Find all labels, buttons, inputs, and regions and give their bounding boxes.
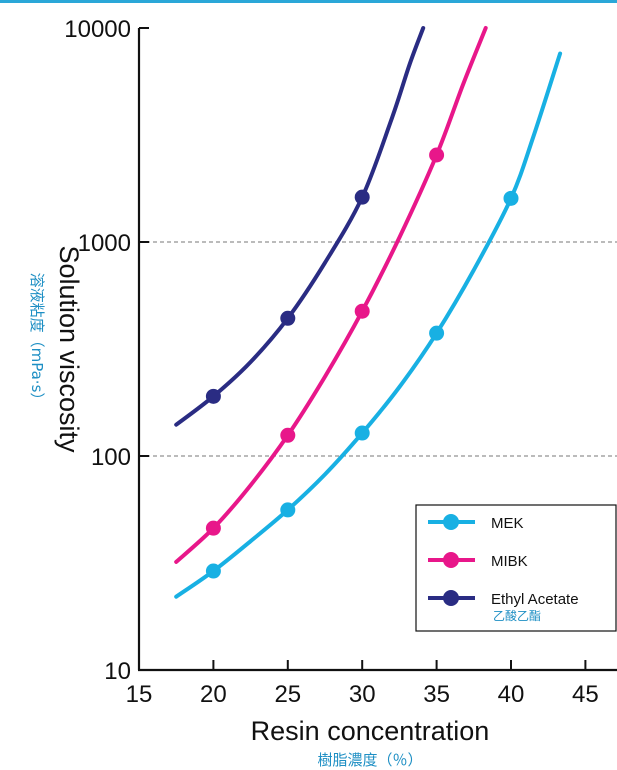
x-axis-subtitle: 樹脂濃度（％）: [317, 751, 422, 769]
top-rule: [0, 0, 617, 3]
legend-label-mibk: MIBK: [491, 553, 528, 570]
legend-marker-ethyl-acetate: [443, 590, 459, 606]
x-tick-label-35: 35: [423, 681, 450, 708]
data-point-mibk-20: [205, 520, 221, 536]
x-tick-label-15: 15: [126, 681, 153, 708]
series-curves: [174, 26, 563, 599]
data-point-mek-35: [429, 325, 445, 341]
series-points: [205, 147, 519, 579]
y-tick-label-10: 10: [104, 658, 131, 685]
data-point-mek-40: [503, 190, 519, 206]
legend-marker-mibk: [443, 552, 459, 568]
data-point-mibk-25: [280, 427, 296, 443]
series-line-mibk: [174, 26, 488, 564]
y-tick-label-100: 100: [91, 444, 131, 471]
axes: [137, 28, 617, 672]
legend-label-ethyl-acetate: Ethyl Acetate: [491, 591, 579, 608]
series-line-mek: [174, 51, 563, 599]
data-point-mibk-35: [429, 147, 445, 163]
y-axis-subtitle: 溶液粘度（mPa·s）: [28, 273, 46, 408]
x-tick-label-25: 25: [274, 681, 301, 708]
x-tick-label-20: 20: [200, 681, 227, 708]
ticks: 15 20 25 30 35 40 45 10 100 1000 10000: [64, 16, 599, 708]
grid-lines: [139, 241, 617, 457]
y-tick-label-1000: 1000: [78, 230, 131, 257]
data-point-ethyl-acetate-30: [354, 189, 370, 205]
data-point-mek-25: [280, 502, 296, 518]
x-tick-label-40: 40: [498, 681, 525, 708]
legend-marker-mek: [443, 514, 459, 530]
data-point-mek-20: [205, 563, 221, 579]
legend-label-mek: MEK: [491, 515, 524, 532]
x-tick-label-45: 45: [572, 681, 599, 708]
series-line-ethyl-acetate: [174, 26, 426, 427]
x-axis-title: Resin concentration: [251, 716, 490, 746]
y-tick-label-10000: 10000: [64, 16, 131, 43]
data-point-ethyl-acetate-20: [205, 388, 221, 404]
data-point-ethyl-acetate-25: [280, 310, 296, 326]
x-tick-label-30: 30: [349, 681, 376, 708]
legend-sublabel-ethyl-acetate: 乙酸乙酯: [493, 608, 541, 623]
data-point-mek-30: [354, 425, 370, 441]
data-point-mibk-30: [354, 303, 370, 319]
y-axis-title: Solution viscosity: [54, 245, 84, 453]
